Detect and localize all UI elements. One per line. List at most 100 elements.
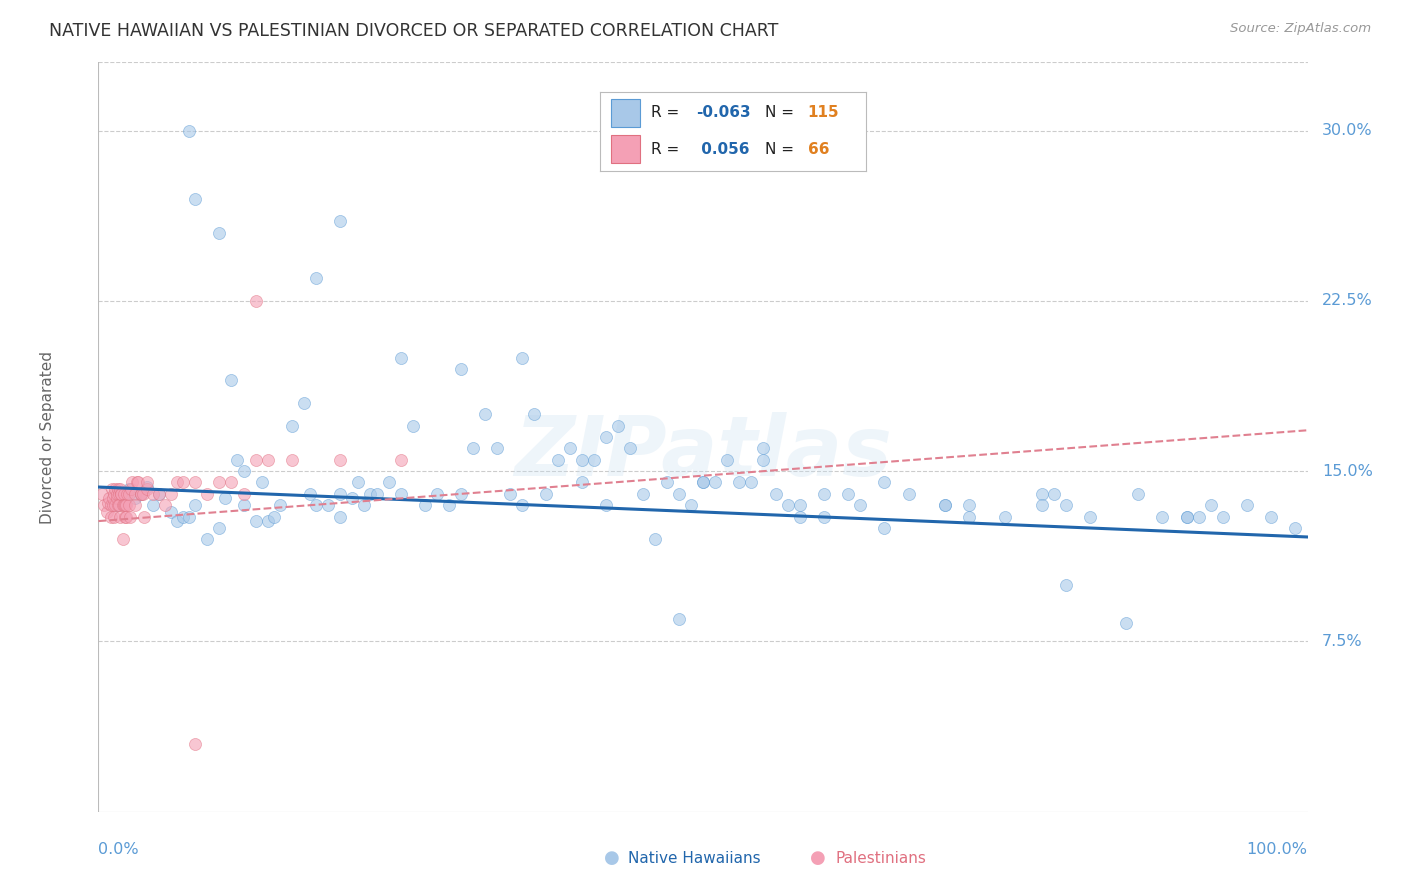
Point [118,509,141,524]
Point [1128,487,1150,501]
Point [389,452,412,467]
Point [256,514,278,528]
Point [299,487,322,501]
Point [679,498,702,512]
Point [256,452,278,467]
Point [789,498,811,512]
Point [486,442,509,456]
Point [1188,509,1211,524]
Point [208,475,231,490]
Point [127,475,149,490]
Point [668,612,690,626]
Point [100,509,122,524]
Point [571,452,593,467]
Point [1054,498,1077,512]
Point [103,487,125,501]
Point [105,491,128,506]
Point [172,509,194,524]
Point [716,452,738,467]
Point [377,475,399,490]
Point [111,487,134,501]
Point [595,430,617,444]
Point [142,498,165,512]
Point [124,487,146,501]
Point [558,442,581,456]
Point [957,509,980,524]
Point [93,498,115,512]
Point [263,509,285,524]
Point [195,533,218,547]
Point [104,483,127,497]
Point [129,487,152,501]
Point [118,487,141,501]
Point [103,509,125,524]
Point [305,271,328,285]
Point [179,123,201,137]
Point [179,509,201,524]
Point [463,442,485,456]
Point [100,498,122,512]
Point [704,475,727,490]
Point [226,452,249,467]
Point [510,498,533,512]
Point [184,192,207,206]
Point [172,475,194,490]
Point [91,487,114,501]
Point [619,442,641,456]
Point [347,475,370,490]
Point [108,509,131,524]
Point [474,408,496,422]
Point [1175,509,1198,524]
Point [110,487,132,501]
Point [117,487,139,501]
Point [245,514,267,528]
Point [595,498,617,512]
Point [402,418,425,433]
Point [232,498,254,512]
Point [214,491,236,506]
Point [523,408,546,422]
Point [101,498,124,512]
Point [1175,509,1198,524]
Point [1260,509,1282,524]
Point [129,487,152,501]
Point [184,498,207,512]
Point [208,521,231,535]
Text: 22.5%: 22.5% [1322,293,1372,309]
Point [129,487,152,501]
Point [135,475,157,490]
Point [389,487,412,501]
Point [342,491,364,506]
Point [105,498,128,512]
Point [316,498,339,512]
Point [668,487,690,501]
Point [135,483,157,497]
Point [135,480,157,494]
Point [107,483,129,497]
Point [195,487,218,501]
Point [1054,577,1077,591]
Point [166,514,188,528]
Point [873,475,896,490]
Point [510,351,533,365]
Point [114,498,136,512]
Point [232,464,254,478]
Point [124,498,146,512]
Point [110,487,132,501]
Point [1078,509,1101,524]
Text: Divorced or Separated: Divorced or Separated [41,351,55,524]
Point [305,498,328,512]
Point [115,509,138,524]
Point [134,509,156,524]
Point [583,452,606,467]
Point [148,487,170,501]
Point [389,351,412,365]
Point [245,293,267,308]
Point [450,487,472,501]
Point [692,475,714,490]
Point [107,498,129,512]
Point [96,505,118,519]
Point [752,442,775,456]
Point [360,487,382,501]
Point [108,498,131,512]
